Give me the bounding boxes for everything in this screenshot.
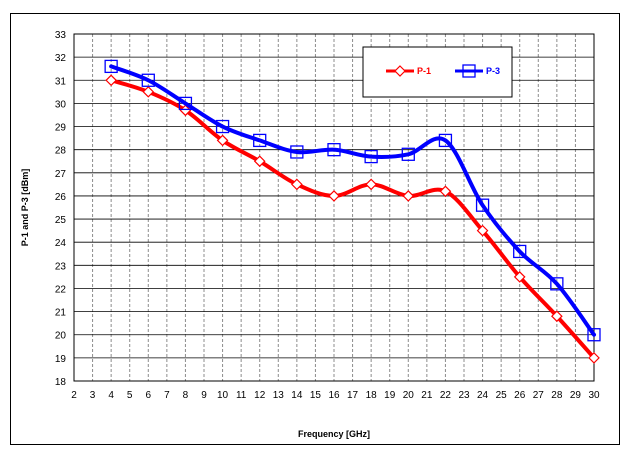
x-tick-label: 19 <box>384 390 396 401</box>
x-tick-label: 16 <box>328 390 340 401</box>
y-tick-label: 29 <box>55 123 67 134</box>
data-point-p3 <box>401 147 415 161</box>
x-tick-label: 4 <box>108 390 114 401</box>
y-tick-label: 21 <box>55 308 67 319</box>
data-point-p3 <box>104 59 118 74</box>
y-tick-label: 31 <box>55 76 67 87</box>
x-tick-label: 6 <box>146 390 152 401</box>
legend-marker-p1 <box>394 65 406 77</box>
x-tick-label: 27 <box>533 390 545 401</box>
x-axis-label: Frequency [GHz] <box>298 429 370 439</box>
y-tick-label: 18 <box>55 377 67 388</box>
y-axis-ticks: 18 19 20 21 22 23 24 25 26 27 28 29 30 31 32 33 <box>55 30 67 388</box>
x-tick-label: 5 <box>127 390 133 401</box>
data-point-p1 <box>439 185 452 198</box>
y-tick-label: 24 <box>55 238 67 249</box>
data-point-p1 <box>328 190 340 202</box>
x-tick-label: 15 <box>310 390 322 401</box>
x-tick-label: 29 <box>570 390 582 401</box>
x-tick-label: 2 <box>71 390 77 401</box>
x-tick-label: 21 <box>421 390 433 401</box>
data-point-p1 <box>253 155 266 168</box>
data-point-p1 <box>142 85 155 98</box>
data-point-p3 <box>290 145 304 159</box>
y-tick-label: 30 <box>55 99 67 110</box>
x-tick-label: 14 <box>291 390 303 401</box>
x-tick-label: 10 <box>217 390 229 401</box>
legend-label-p3: P-3 <box>486 66 500 76</box>
legend-marker-p3 <box>462 64 476 78</box>
x-tick-label: 24 <box>477 390 489 401</box>
x-tick-label: 20 <box>403 390 415 401</box>
data-point-p1 <box>402 190 415 202</box>
data-point-p3 <box>215 119 230 134</box>
y-tick-label: 27 <box>55 169 67 180</box>
data-point-p1 <box>513 271 526 283</box>
data-point-p3 <box>141 73 155 87</box>
series-line-p3 <box>109 64 596 337</box>
x-tick-label: 18 <box>366 390 378 401</box>
legend-label-p1: P-1 <box>417 66 431 76</box>
x-axis-ticks: 2 3 4 5 6 7 8 9 10 11 12 13 14 15 16 17 18 19 20 21 22 23 24 25… <box>71 390 600 401</box>
data-point-p1 <box>291 178 303 191</box>
x-tick-label: 26 <box>514 390 526 401</box>
data-point-p3 <box>253 133 267 148</box>
series-lines <box>104 59 601 364</box>
y-tick-label: 32 <box>55 53 67 64</box>
x-tick-label: 8 <box>183 390 189 401</box>
x-tick-label: 22 <box>440 390 452 401</box>
x-tick-label: 12 <box>254 390 266 401</box>
x-tick-label: 7 <box>164 390 170 401</box>
x-tick-label: 17 <box>347 390 359 401</box>
y-tick-label: 33 <box>55 30 67 41</box>
y-tick-label: 28 <box>55 146 67 157</box>
data-point-p3 <box>513 244 527 259</box>
x-tick-label: 13 <box>273 390 285 401</box>
plot-border <box>73 33 595 382</box>
data-point-p3 <box>438 133 453 148</box>
data-point-p3 <box>475 198 490 212</box>
data-point-p1 <box>476 224 489 237</box>
y-tick-label: 25 <box>55 215 67 226</box>
y-axis-label: P-1 and P-3 [dBm] <box>20 169 30 247</box>
data-point-p3 <box>550 277 564 291</box>
x-tick-label: 30 <box>588 390 600 401</box>
data-point-p1 <box>105 74 117 87</box>
x-tick-label: 25 <box>496 390 508 401</box>
x-tick-label: 11 <box>236 390 247 401</box>
y-tick-label: 22 <box>55 284 67 295</box>
data-point-p3 <box>327 143 341 157</box>
legend: P-1 P-3 <box>362 46 513 98</box>
x-tick-label: 9 <box>201 390 207 401</box>
data-point-p1 <box>179 104 192 117</box>
data-point-p1 <box>216 134 229 147</box>
y-tick-label: 23 <box>55 261 67 272</box>
x-tick-label: 3 <box>90 390 96 401</box>
x-tick-label: 23 <box>458 390 470 401</box>
y-tick-label: 26 <box>55 192 67 203</box>
y-tick-label: 20 <box>55 331 67 342</box>
data-point-p1 <box>588 352 600 364</box>
data-point-p1 <box>365 178 377 191</box>
data-point-p3 <box>364 149 378 164</box>
data-point-p3 <box>587 328 601 342</box>
data-point-p1 <box>551 310 563 323</box>
y-tick-label: 19 <box>55 354 67 365</box>
data-point-p3 <box>178 96 193 111</box>
x-tick-label: 28 <box>551 390 563 401</box>
